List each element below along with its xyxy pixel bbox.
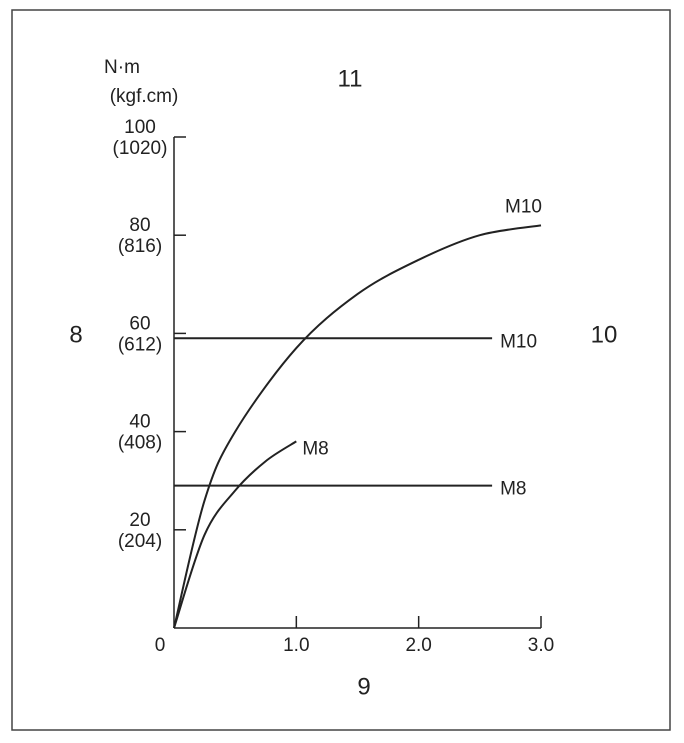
y-tick-label-kgf: (612) [118, 334, 162, 355]
y-unit-label: (kgf.cm) [110, 86, 179, 107]
frame [11, 9, 671, 731]
x-tick-label: 0 [155, 635, 166, 656]
series-label: M10 [505, 196, 542, 217]
y-tick-label-kgf: (204) [118, 531, 162, 552]
series-label: M8 [500, 479, 526, 500]
y-tick-label: 60 [129, 313, 150, 334]
x-tick-label: 2.0 [405, 635, 431, 656]
y-tick-label: 100 [124, 117, 156, 138]
series-line [173, 224, 542, 629]
annotation: 10 [591, 321, 618, 348]
y-tick-label-kgf: (816) [118, 236, 162, 257]
annotation: 11 [338, 65, 363, 92]
y-tick-label-kgf: (1020) [113, 138, 168, 159]
series-label: M10 [500, 331, 537, 352]
y-tick-label-kgf: (408) [118, 433, 162, 454]
x-tick-label: 3.0 [528, 635, 554, 656]
series-line [173, 440, 297, 629]
y-tick-label: 20 [129, 510, 150, 531]
series-label: M8 [302, 438, 328, 459]
y-tick-label: 40 [129, 412, 150, 433]
y-unit-label: N·m [104, 57, 140, 78]
annotation: 9 [357, 673, 370, 700]
x-tick-label: 1.0 [283, 635, 309, 656]
y-tick-label: 80 [129, 215, 150, 236]
annotation: 8 [69, 321, 82, 348]
